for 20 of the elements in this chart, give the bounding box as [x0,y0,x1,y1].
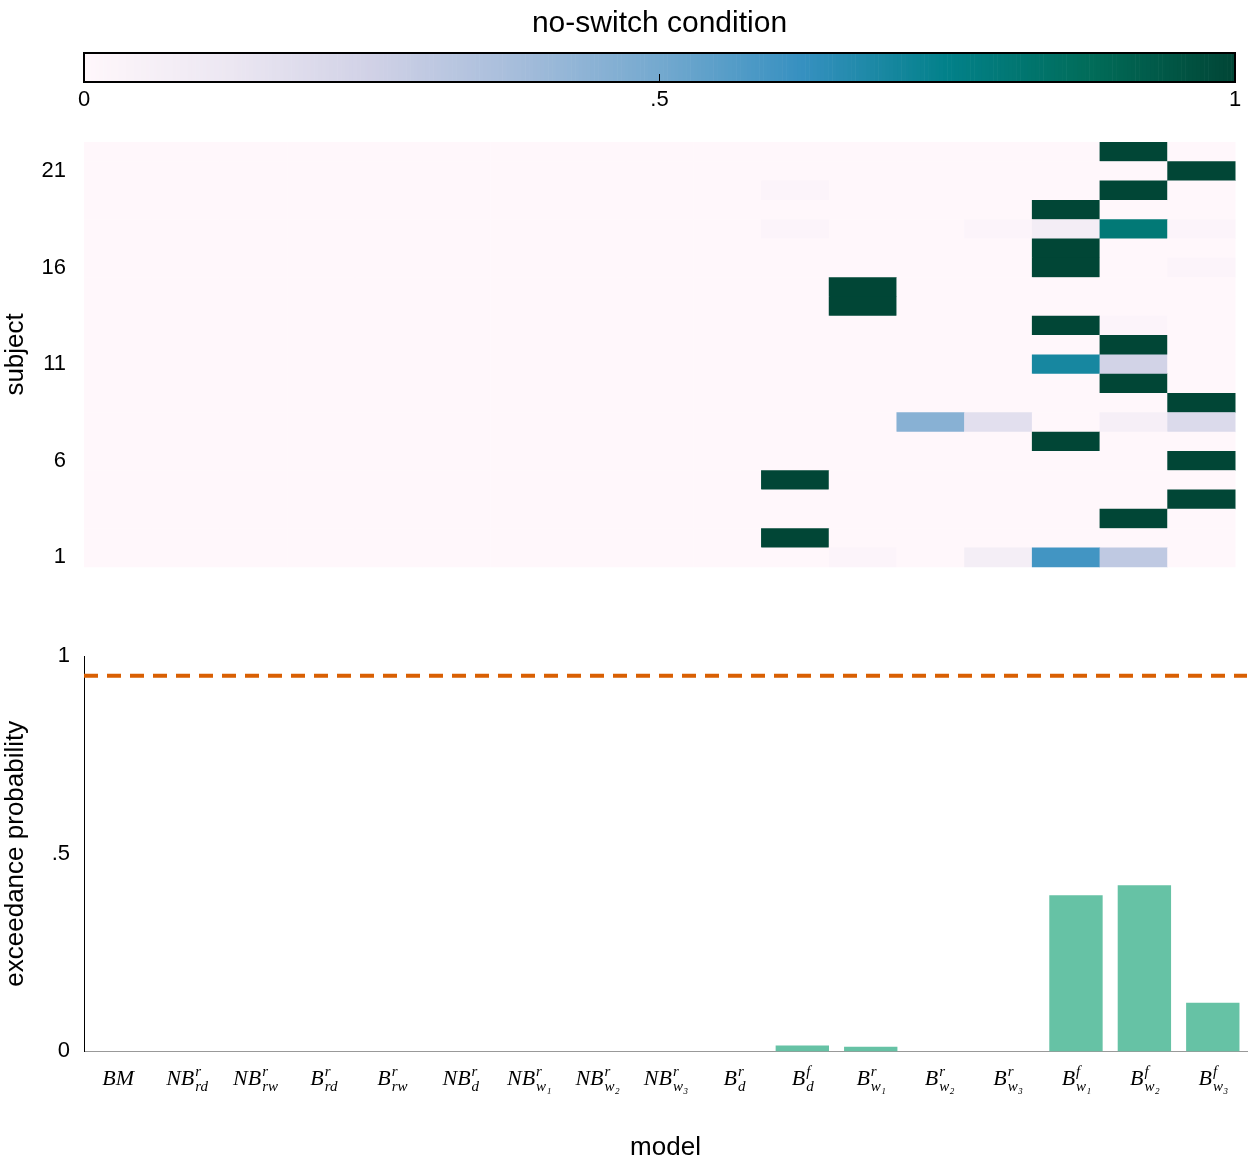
x-tick-label: BM [102,1065,136,1091]
color-bar-label: 1 [1228,86,1242,112]
y-tick-label: 16 [41,253,66,279]
y-axis-title: subject [0,312,29,396]
y-tick-label: 0 [57,1037,70,1063]
color-bar-title: no-switch condition [531,5,788,39]
bar [1049,895,1103,1052]
bar [1186,1002,1240,1052]
color-bar-label: .5 [650,86,669,112]
x-axis-title: model [630,1130,701,1161]
bar [1117,885,1172,1052]
y-tick-label: .5 [51,839,70,865]
y-tick-label: 1 [53,543,66,569]
y-tick-label: 11 [43,350,66,376]
y-tick-label: 6 [53,446,66,472]
y-tick-label: 21 [41,157,66,183]
bar [775,1045,829,1052]
color-bar-label: 0 [77,86,91,112]
y-axis-title: exceedance probability [0,720,29,987]
y-tick-label: 1 [57,642,70,668]
